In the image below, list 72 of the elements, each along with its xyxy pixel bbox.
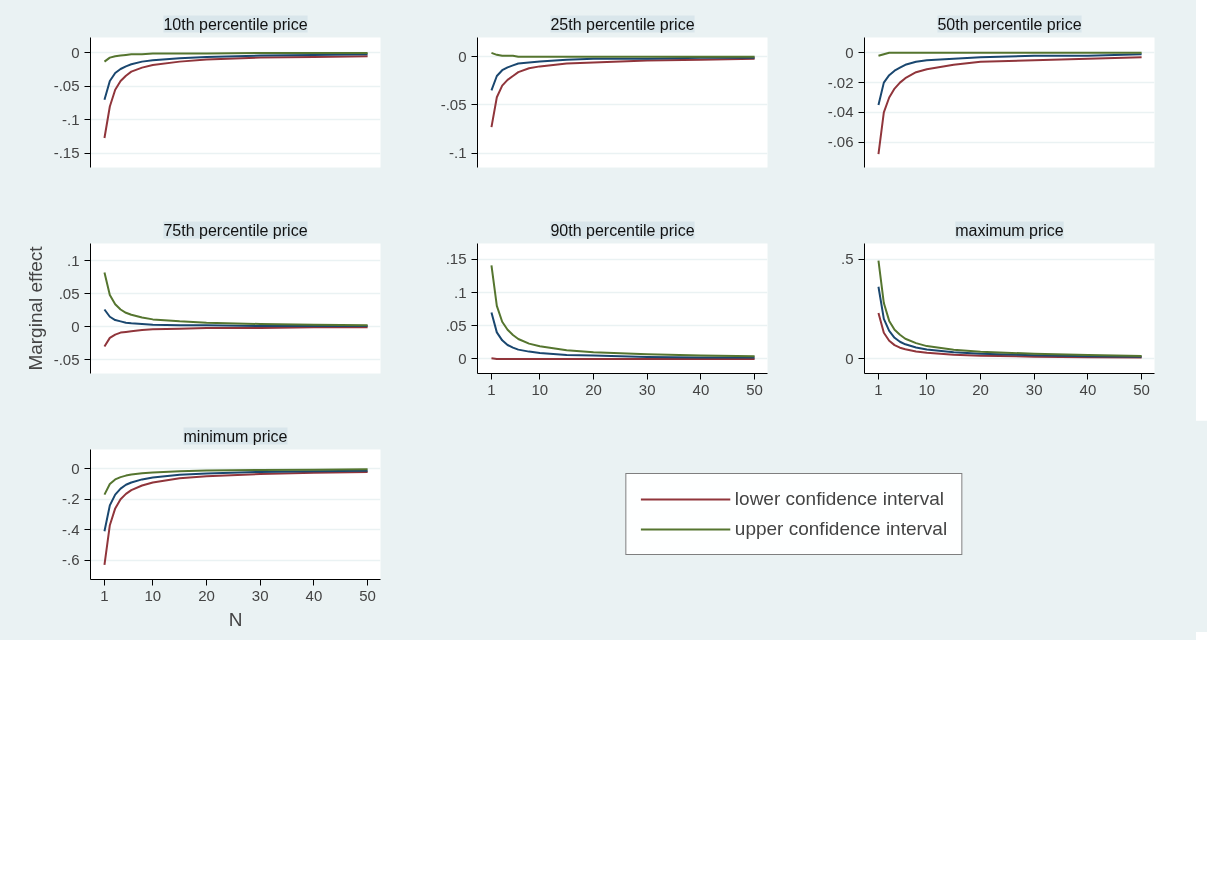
x-tick-label: 1 <box>487 380 496 398</box>
y-tick-label: 0 <box>71 43 80 61</box>
y-tick-label: -.05 <box>53 77 80 95</box>
x-tick-label: 1 <box>874 380 883 398</box>
x-tick-label: 20 <box>585 380 602 398</box>
line-series <box>490 311 756 359</box>
x-tick-label: 1 <box>100 586 109 604</box>
chart-title: 75th percentile price <box>163 221 308 239</box>
y-tick-label: -.6 <box>62 551 80 569</box>
y-tick-label: 0 <box>845 43 854 61</box>
x-tick-label: 10 <box>918 380 936 398</box>
line-series <box>103 55 369 140</box>
line-series <box>103 326 369 348</box>
line-series <box>877 259 1143 358</box>
y-tick-label: -.1 <box>62 110 80 128</box>
y-tick-label: .1 <box>453 283 467 301</box>
x-tick-label: 50 <box>1133 380 1150 398</box>
x-tick-label: 50 <box>359 586 376 604</box>
line-series <box>103 51 369 63</box>
legend-label: lower confidence interval <box>734 488 944 510</box>
y-tick-label: .5 <box>840 250 854 268</box>
line-series <box>103 468 369 496</box>
x-tick-label: 30 <box>638 380 656 398</box>
y-tick-label: 0 <box>71 317 80 335</box>
x-tick-label: 40 <box>305 586 323 604</box>
y-tick-label: 0 <box>458 349 467 367</box>
chart-title: 25th percentile price <box>550 15 695 33</box>
x-tick-label: 30 <box>251 586 269 604</box>
line-series <box>877 56 1143 156</box>
line-series <box>103 469 369 533</box>
y-tick-label: .05 <box>58 284 80 302</box>
y-tick-label: -.2 <box>62 490 80 508</box>
legend-label: upper confidence interval <box>734 518 948 540</box>
y-tick-label: -.05 <box>440 95 467 113</box>
y-tick-label: -.05 <box>53 350 80 368</box>
y-tick-label: 0 <box>458 47 467 65</box>
line-series <box>103 271 369 327</box>
y-tick-label: -.02 <box>827 73 854 91</box>
chart-title: 90th percentile price <box>550 221 695 239</box>
x-axis-title: N <box>228 608 243 630</box>
chart-title: maximum price <box>955 221 1064 239</box>
line-series <box>103 53 369 101</box>
line-series <box>490 264 756 358</box>
y-tick-label: .05 <box>445 316 467 334</box>
y-tick-label: -.06 <box>827 133 854 151</box>
chart-title: 50th percentile price <box>937 15 1082 33</box>
line-series <box>490 56 756 92</box>
y-axis-title: Marginal effect <box>24 245 46 371</box>
x-tick-label: 50 <box>746 380 763 398</box>
chart-title: minimum price <box>183 427 288 445</box>
chart-title: 10th percentile price <box>163 15 308 33</box>
x-tick-label: 10 <box>531 380 549 398</box>
y-tick-label: .15 <box>445 250 467 268</box>
y-tick-label: 0 <box>845 349 854 367</box>
line-series <box>490 57 756 129</box>
x-tick-label: 40 <box>692 380 710 398</box>
y-tick-label: 0 <box>71 459 80 477</box>
line-series <box>103 308 369 327</box>
x-tick-label: 20 <box>198 586 215 604</box>
x-tick-label: 20 <box>972 380 989 398</box>
line-series <box>877 53 1143 106</box>
x-tick-label: 30 <box>1025 380 1043 398</box>
line-series <box>103 471 369 566</box>
x-tick-label: 10 <box>144 586 162 604</box>
y-tick-label: .1 <box>66 251 80 269</box>
x-tick-label: 40 <box>1079 380 1097 398</box>
y-tick-label: -.4 <box>62 520 80 538</box>
y-tick-label: -.15 <box>53 144 80 162</box>
y-tick-label: -.1 <box>449 144 467 162</box>
y-tick-label: -.04 <box>827 103 854 121</box>
line-series <box>877 311 1143 359</box>
line-series <box>877 285 1143 358</box>
